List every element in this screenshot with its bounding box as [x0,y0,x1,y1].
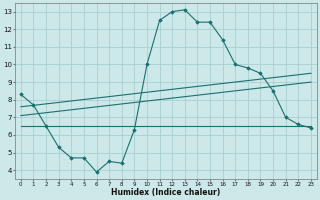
X-axis label: Humidex (Indice chaleur): Humidex (Indice chaleur) [111,188,220,197]
